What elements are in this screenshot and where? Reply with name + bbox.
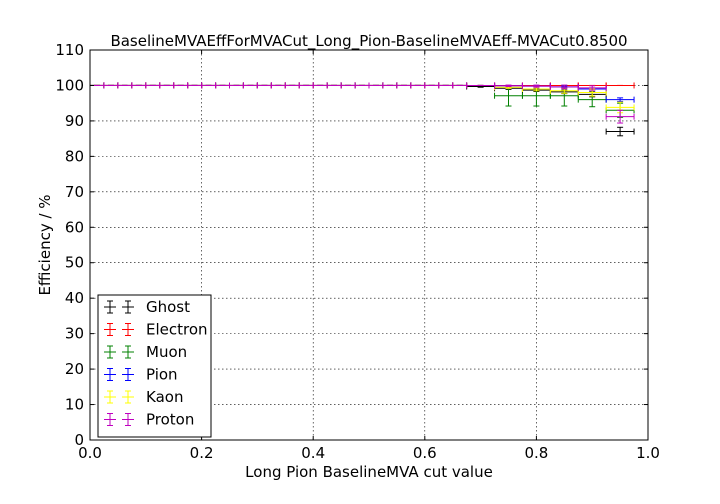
legend-label: Kaon <box>146 388 183 406</box>
y-tick-label: 70 <box>65 183 84 201</box>
legend-label: Electron <box>146 321 208 339</box>
x-tick-label: 0.8 <box>524 444 548 462</box>
y-tick-label: 40 <box>65 289 84 307</box>
x-tick-label: 0.0 <box>78 444 102 462</box>
data-point <box>312 82 328 89</box>
legend-label: Muon <box>146 343 187 361</box>
legend-item-kaon: Kaon <box>104 388 183 406</box>
chart-title: BaselineMVAEffForMVACut_Long_Pion-Baseli… <box>110 32 627 51</box>
y-tick-label: 80 <box>65 147 84 165</box>
x-tick-label: 0.4 <box>301 444 325 462</box>
x-axis-label: Long Pion BaselineMVA cut value <box>245 463 493 481</box>
y-tick-label: 100 <box>55 76 84 94</box>
legend-item-electron: Electron <box>104 321 208 339</box>
x-tick-label: 1.0 <box>636 444 660 462</box>
data-point <box>577 84 607 91</box>
data-point <box>605 82 635 89</box>
legend-item-pion: Pion <box>104 366 178 384</box>
y-tick-label: 110 <box>55 41 84 59</box>
data-point <box>396 82 412 89</box>
legend-label: Proton <box>146 411 194 429</box>
y-tick-label: 10 <box>65 396 84 414</box>
legend-frame <box>97 294 212 438</box>
y-tick-label: 50 <box>65 254 84 272</box>
legend-item-proton: Proton <box>104 411 194 429</box>
data-point <box>605 96 635 103</box>
data-point <box>187 82 203 89</box>
axis-ticks: 0.0 0.2 0.4 0.6 0.8 1.0 0 10 20 30 40 50 60 70 80 90 100… <box>55 41 660 462</box>
legend-label: Ghost <box>146 298 190 316</box>
legend-label: Pion <box>146 366 178 384</box>
data-series <box>89 82 635 137</box>
x-tick-label: 0.2 <box>190 444 214 462</box>
y-tick-label: 90 <box>65 112 84 130</box>
y-tick-label: 20 <box>65 360 84 378</box>
y-tick-label: 0 <box>74 431 84 449</box>
y-tick-label: 60 <box>65 218 84 236</box>
data-point <box>494 82 523 89</box>
y-axis-label: Efficiency / % <box>36 194 54 295</box>
series-proton <box>89 82 635 124</box>
y-tick-label: 30 <box>65 325 84 343</box>
legend: Ghost Electron Muon Pion Kaon Proton <box>97 294 212 438</box>
legend-item-ghost: Ghost <box>104 298 190 316</box>
x-tick-label: 0.6 <box>413 444 437 462</box>
legend-item-muon: Muon <box>104 343 187 361</box>
data-point <box>605 126 635 137</box>
data-point <box>605 109 635 124</box>
plot-frame <box>89 49 649 441</box>
